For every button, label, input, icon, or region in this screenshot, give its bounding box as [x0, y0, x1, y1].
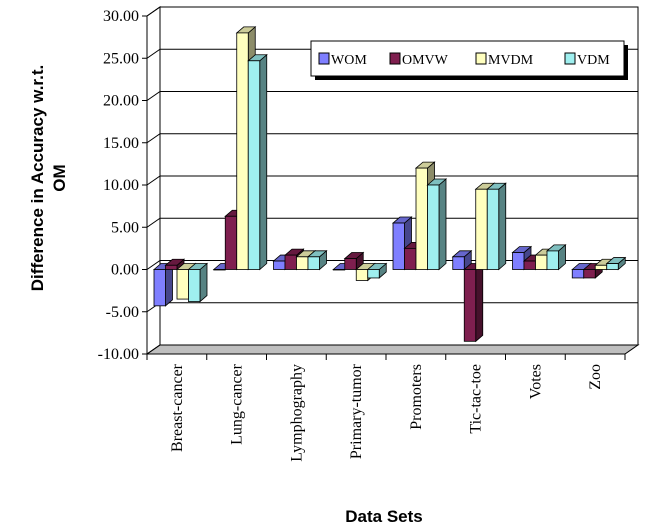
- y-tick-label: 25.00: [103, 50, 139, 67]
- legend-label: OMVW: [402, 53, 449, 68]
- gridline: [146, 133, 638, 144]
- chart-floor: [145, 344, 640, 355]
- x-tick-label: Tic-tac-toe: [468, 364, 485, 434]
- bar: [545, 244, 567, 271]
- legend-label: VDM: [577, 53, 610, 68]
- bar: [306, 249, 328, 271]
- y-tick-label: 10.00: [103, 177, 139, 194]
- bar: [605, 256, 627, 271]
- legend-swatch: [318, 52, 330, 65]
- bar: [366, 262, 388, 279]
- y-axis-title-line1: Difference in Accuracy w.r.t.: [28, 65, 47, 291]
- gridline: [146, 344, 638, 355]
- axes: [142, 15, 626, 360]
- bar: [187, 262, 209, 303]
- legend-swatch: [564, 52, 576, 65]
- x-axis-title: Data Sets: [345, 507, 422, 526]
- y-tick-label: -10.00: [98, 346, 139, 363]
- x-tick-label: Lung-cancer: [229, 363, 246, 445]
- y-tick-label: 15.00: [103, 135, 139, 152]
- y-tick-label: 0.00: [111, 262, 139, 279]
- legend: WOM OMVW MVDM VDM: [310, 40, 628, 80]
- bar: [247, 53, 268, 271]
- legend-label: MVDM: [488, 53, 534, 68]
- legend-swatch: [389, 52, 401, 65]
- y-tick-label: 20.00: [103, 93, 139, 110]
- gridline: [146, 91, 638, 101]
- y-tick-label: 30.00: [103, 8, 139, 25]
- x-tick-label: Votes: [527, 364, 544, 399]
- bar: [426, 178, 448, 271]
- gridline: [146, 175, 638, 186]
- x-tick-label: Lymphography: [288, 364, 305, 462]
- x-tick-label: Primary-tumor: [348, 363, 365, 459]
- x-tick-label: Breast-cancer: [169, 363, 186, 452]
- x-tick-label: Zoo: [587, 364, 604, 390]
- y-tick-label: -5.00: [106, 304, 139, 321]
- gridline: [146, 6, 638, 17]
- legend-swatch: [475, 52, 487, 65]
- y-tick-label: 5.00: [111, 219, 139, 236]
- bar: [343, 251, 365, 271]
- bar: [463, 262, 484, 343]
- x-tick-label: Promoters: [408, 364, 425, 430]
- x-tick-labels: Breast-cancer Lung-cancer Lymphography Prim…: [169, 363, 604, 461]
- bars: [152, 26, 627, 343]
- legend-label: WOM: [331, 53, 367, 68]
- bar: [486, 182, 507, 271]
- y-tick-labels: -10.00 -5.00 0.00 5.00 10.00 15.00 20.00 25.00 3…: [98, 8, 139, 363]
- y-axis-title-line2: OM: [50, 164, 69, 191]
